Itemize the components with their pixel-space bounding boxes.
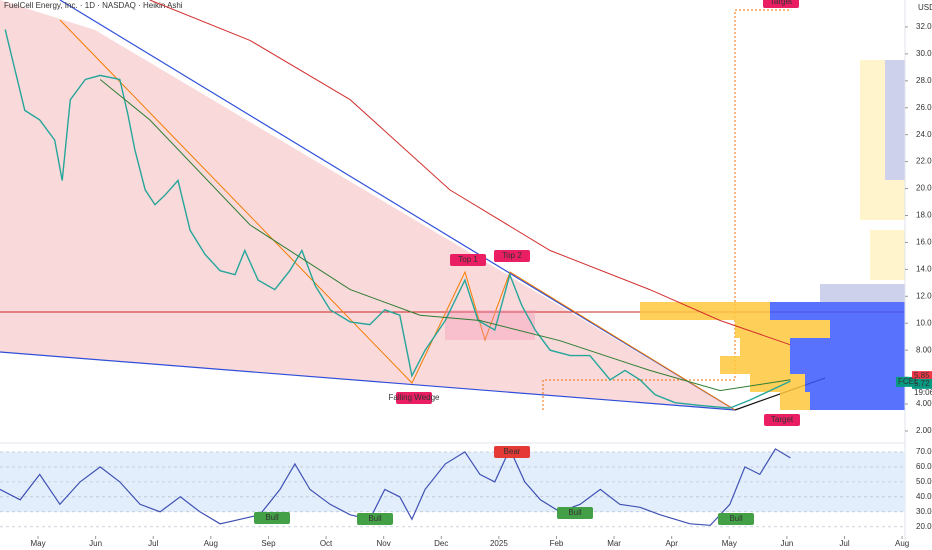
annotation: Target (763, 0, 799, 8)
y-tick-label: 60.00 (916, 462, 932, 471)
series-line (4, 29, 791, 409)
annotation: Bull (254, 512, 290, 524)
series-line (0, 447, 791, 526)
annotation-bg (396, 392, 432, 404)
price-label-bg (912, 371, 932, 382)
x-tick-label: Oct (320, 539, 333, 548)
header-title: FuelCell Energy, Inc. · 1D · NASDAQ · He… (4, 1, 183, 10)
annotation-label: Bear (504, 447, 521, 456)
annotation-label: Target (770, 0, 793, 6)
annotation-bg (557, 507, 593, 519)
annotation-bg (763, 0, 799, 8)
x-tick-label: Mar (607, 539, 621, 548)
annotation-label: Top 1 (458, 255, 478, 264)
annotation-bg (450, 254, 486, 266)
y-tick-label: 28.00 (916, 76, 932, 85)
y-tick-label: 40.00 (916, 492, 932, 501)
y-tick-label: 16.00 (916, 238, 932, 247)
x-tick-label: Apr (665, 539, 678, 548)
y-tick-label: 12.00 (916, 291, 932, 300)
annotation: Bull (557, 507, 593, 519)
y-tick-label: 20.00 (916, 184, 932, 193)
annotation: Bear (494, 446, 530, 458)
x-tick-label: May (30, 539, 45, 548)
annotation-label: Target (771, 415, 794, 424)
annotation-label: Bull (368, 514, 382, 523)
series-line (99, 79, 791, 392)
annotation-bg (254, 512, 290, 524)
annotation-bg (494, 446, 530, 458)
wedge-upper (59, 0, 736, 411)
y-tick-label: 20.00 (916, 522, 932, 531)
x-tick-label: Dec (434, 539, 448, 548)
annotation-bg (357, 513, 393, 525)
annotation: Target (764, 414, 800, 426)
annotation-bg (494, 250, 530, 262)
x-tick-label: Jun (780, 539, 793, 548)
annotation-bg (764, 414, 800, 426)
annotation-label: Top 2 (502, 251, 522, 260)
price-label: 5.72 (914, 379, 930, 388)
y-tick-label: 22.00 (916, 157, 932, 166)
ticker-bg (896, 376, 912, 387)
annotation: Bull (357, 513, 393, 525)
x-tick-label: 2025 (490, 539, 508, 548)
annotation-bg (718, 513, 754, 525)
annotation: Top 1 (450, 254, 486, 266)
y-tick-label: 30.00 (916, 49, 932, 58)
annotation: Falling Wedge (389, 392, 441, 404)
annotation: Bull (718, 513, 754, 525)
y-tick-label: 30.00 (916, 507, 932, 516)
y-tick-label: 10.00 (916, 318, 932, 327)
x-tick-label: May (722, 539, 737, 548)
annotation-label: Falling Wedge (389, 393, 441, 402)
x-tick-label: Aug (895, 539, 909, 548)
x-tick-label: Jul (839, 539, 849, 548)
x-tick-label: Jul (148, 539, 158, 548)
y-tick-label: 8.00 (916, 345, 932, 354)
price-label-bg (912, 378, 932, 389)
price-label: 5.85 (914, 371, 930, 380)
countdown: 19:06 (914, 388, 932, 397)
y-tick-label: 14.00 (916, 264, 932, 273)
y-tick-label: 24.00 (916, 130, 932, 139)
x-tick-label: Aug (204, 539, 218, 548)
wedge-fill (0, 0, 735, 410)
x-tick-label: Jun (89, 539, 102, 548)
y-tick-label: 32.00 (916, 22, 932, 31)
wedge-lower (0, 351, 736, 411)
x-tick-label: Nov (377, 539, 391, 548)
y-tick-label: 18.00 (916, 211, 932, 220)
y-tick-label: 70.00 (916, 447, 932, 456)
top-zone (445, 310, 535, 340)
series-line (149, 0, 791, 346)
volume-profile (640, 60, 905, 410)
annotation-label: Bull (265, 513, 279, 522)
ticker: FCEL (898, 377, 919, 386)
y-tick-label: 26.00 (916, 103, 932, 112)
target-projection (542, 9, 790, 410)
x-tick-label: Sep (261, 539, 276, 548)
annotation: Top 2 (494, 250, 530, 262)
annotation-label: Bull (729, 514, 743, 523)
y-tick-label: 50.00 (916, 477, 932, 486)
annotation-label: Bull (568, 508, 582, 517)
y-tick-label: 4.00 (916, 399, 932, 408)
x-tick-label: Feb (550, 539, 564, 548)
currency: USD (918, 3, 932, 12)
y-tick-label: 2.00 (916, 426, 932, 435)
